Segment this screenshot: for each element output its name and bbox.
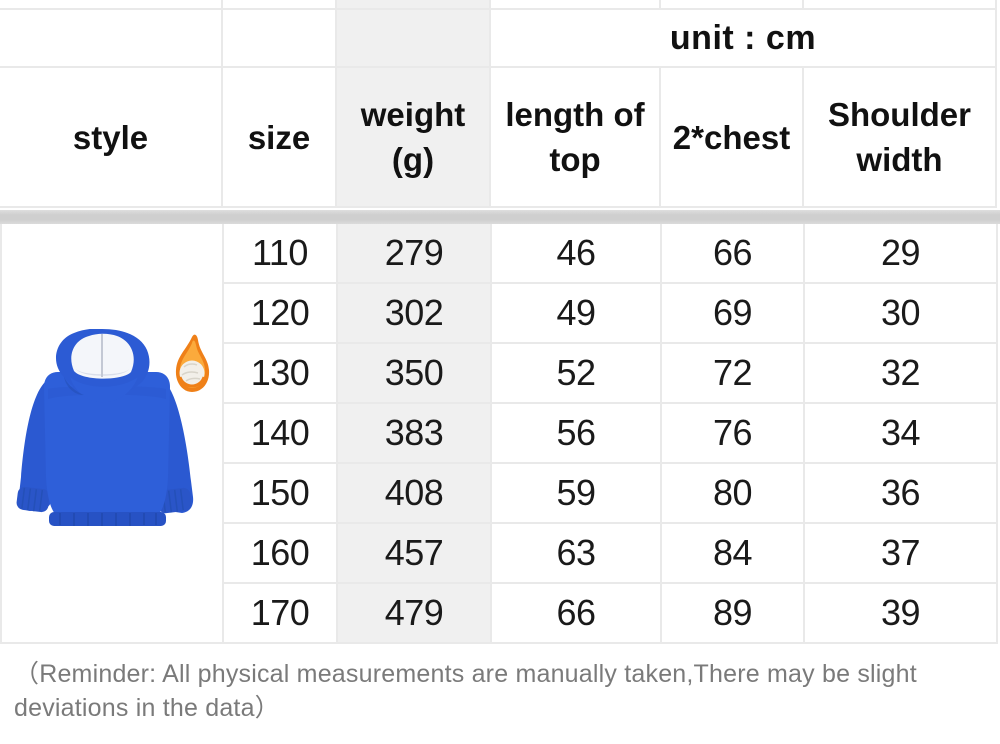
table-top-sliver-row bbox=[0, 0, 997, 10]
cell-length: 52 bbox=[490, 342, 662, 404]
size-chart-header-table: unit : cm style size weight (g) length o… bbox=[0, 0, 997, 208]
cell-size: 110 bbox=[222, 224, 338, 284]
cell-shoulder: 32 bbox=[803, 342, 998, 404]
header-shoulder-width: Shoulder width bbox=[802, 66, 997, 208]
cell-size: 120 bbox=[222, 282, 338, 344]
cell-shoulder: 37 bbox=[803, 522, 998, 584]
cell-length: 59 bbox=[490, 462, 662, 524]
header-size: size bbox=[221, 66, 337, 208]
sliver-cell bbox=[802, 0, 997, 10]
cell-shoulder: 39 bbox=[803, 582, 998, 644]
header-row: style size weight (g) length of top 2*ch… bbox=[0, 66, 997, 208]
cell-size: 140 bbox=[222, 402, 338, 464]
thick-separator-band bbox=[0, 210, 1000, 224]
sliver-cell bbox=[489, 0, 661, 10]
sliver-cell bbox=[221, 0, 337, 10]
cell-chest: 76 bbox=[660, 402, 805, 464]
table-row: 150 408 59 80 36 bbox=[1, 462, 998, 524]
cell-chest: 72 bbox=[660, 342, 805, 404]
header-2xchest: 2*chest bbox=[659, 66, 804, 208]
header-style: style bbox=[0, 66, 223, 208]
cell-weight: 302 bbox=[336, 282, 492, 344]
cell-shoulder: 36 bbox=[803, 462, 998, 524]
unit-row-empty-cell bbox=[221, 8, 337, 68]
cell-chest: 89 bbox=[660, 582, 805, 644]
cell-size: 170 bbox=[222, 582, 338, 644]
table-row: 120 302 49 69 30 bbox=[1, 282, 998, 344]
cell-chest: 66 bbox=[660, 224, 805, 284]
sliver-cell bbox=[659, 0, 804, 10]
cell-chest: 84 bbox=[660, 522, 805, 584]
cell-size: 150 bbox=[222, 462, 338, 524]
cell-weight: 479 bbox=[336, 582, 492, 644]
cell-weight: 408 bbox=[336, 462, 492, 524]
size-chart-data-table: 110 279 46 66 29 120 302 49 69 30 130 35… bbox=[0, 224, 998, 644]
sliver-cell bbox=[335, 0, 491, 10]
cell-chest: 80 bbox=[660, 462, 805, 524]
cell-length: 66 bbox=[490, 582, 662, 644]
table-row: 140 383 56 76 34 bbox=[1, 402, 998, 464]
table-row: 160 457 63 84 37 bbox=[1, 522, 998, 584]
sliver-cell bbox=[0, 0, 223, 10]
cell-size: 130 bbox=[222, 342, 338, 404]
unit-row: unit : cm bbox=[0, 8, 997, 68]
cell-chest: 69 bbox=[660, 282, 805, 344]
reminder-note: （Reminder: All physical measurements are… bbox=[14, 660, 917, 722]
hoodie-product-image bbox=[16, 329, 210, 526]
cell-weight: 383 bbox=[336, 402, 492, 464]
cell-length: 49 bbox=[490, 282, 662, 344]
cell-length: 46 bbox=[490, 224, 662, 284]
header-weight: weight (g) bbox=[335, 66, 491, 208]
cell-weight: 350 bbox=[336, 342, 492, 404]
cell-weight: 457 bbox=[336, 522, 492, 584]
table-row: 110 279 46 66 29 bbox=[0, 224, 998, 644]
cell-shoulder: 34 bbox=[803, 402, 998, 464]
cell-shoulder: 30 bbox=[803, 282, 998, 344]
unit-label: unit : cm bbox=[489, 8, 997, 68]
table-row: 130 350 52 72 32 bbox=[1, 342, 998, 404]
cell-shoulder: 29 bbox=[803, 224, 998, 284]
style-product-cell bbox=[0, 224, 224, 644]
header-length-of-top: length of top bbox=[489, 66, 661, 208]
unit-row-empty-cell bbox=[335, 8, 491, 68]
cell-weight: 279 bbox=[336, 224, 492, 284]
cell-length: 63 bbox=[490, 522, 662, 584]
table-row: 170 479 66 89 39 bbox=[1, 582, 998, 644]
cell-size: 160 bbox=[222, 522, 338, 584]
unit-row-empty-cell bbox=[0, 8, 223, 68]
cell-length: 56 bbox=[490, 402, 662, 464]
